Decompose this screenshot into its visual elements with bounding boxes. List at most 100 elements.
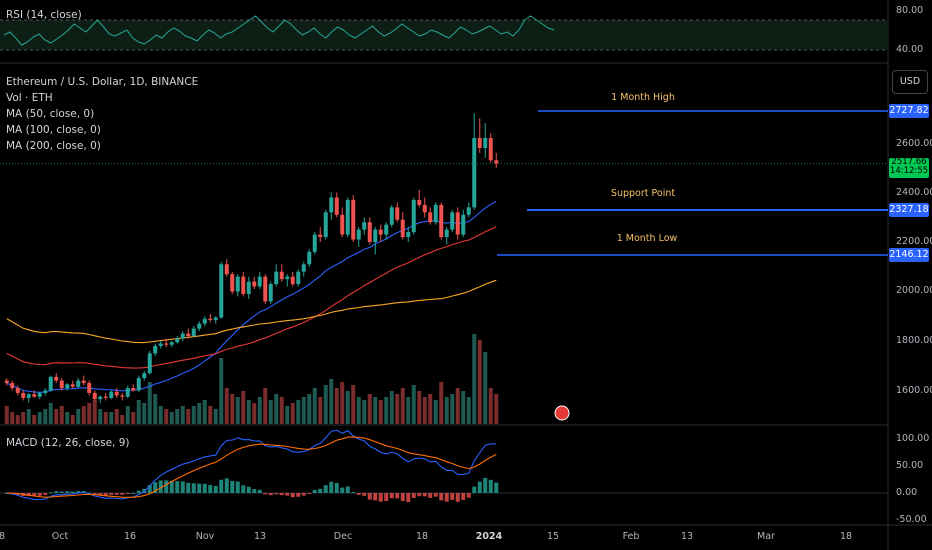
volume-bar (202, 400, 207, 424)
candle-body (109, 391, 114, 398)
macd-histogram-bar (219, 479, 224, 493)
candle-body (384, 224, 389, 235)
currency-button[interactable]: USD (892, 70, 928, 94)
macd-histogram-bar (26, 493, 31, 497)
macd-histogram-bar (472, 486, 477, 493)
candle-body (186, 333, 191, 337)
volume-bar (301, 397, 306, 424)
price-tick-2000: 2000.00 (896, 285, 932, 296)
macd-histogram-bar (175, 481, 180, 493)
candle-body (307, 251, 312, 265)
rsi-band (0, 20, 888, 50)
candle-body (246, 281, 251, 294)
macd-histogram-bar (230, 480, 235, 493)
macd-histogram-bar (433, 493, 438, 497)
macd-histogram-bar (389, 493, 394, 499)
candle-body (213, 317, 218, 320)
candle-body (98, 396, 103, 400)
candle-body (340, 214, 345, 235)
candle-body (422, 204, 427, 213)
candle-body (279, 271, 284, 280)
macd-histogram-bar (164, 480, 169, 493)
candle-body (54, 376, 59, 381)
volume-bar (334, 388, 339, 424)
price-tick-2200: 2200.00 (896, 236, 932, 247)
symbol-title[interactable]: Ethereum / U.S. Dollar, 1D, BINANCE (6, 76, 199, 88)
macd-histogram-bar (87, 492, 92, 494)
event-badge-icon (554, 405, 570, 421)
volume-bar (362, 400, 367, 424)
support-price-tag: 2327.18 (889, 203, 929, 217)
rsi-tick-80: 80.00 (896, 5, 924, 16)
volume-bar (76, 409, 81, 424)
volume-bar (87, 403, 92, 424)
candle-body (274, 271, 279, 285)
macd-histogram-bar (450, 493, 455, 500)
price-tick-2600: 2600.00 (896, 138, 932, 149)
volume-bar (191, 406, 196, 424)
volume-bar (395, 394, 400, 424)
volume-bar (455, 388, 460, 424)
ma200-legend[interactable]: MA (200, close, 0) (6, 140, 101, 152)
macd-histogram-bar (455, 493, 460, 502)
candle-body (367, 222, 372, 242)
volume-bar (92, 400, 97, 424)
volume-bar (483, 352, 488, 424)
volume-bar (411, 385, 416, 424)
candle-body (466, 207, 471, 215)
macd-histogram-bar (186, 482, 191, 493)
macd-histogram-bar (334, 483, 339, 493)
macd-histogram-bar (114, 493, 119, 495)
macd-tick-100: 100.00 (896, 433, 930, 444)
candle-body (444, 229, 449, 238)
macd-histogram-bar (494, 482, 499, 493)
candle-body (323, 212, 328, 238)
candle-body (252, 281, 257, 287)
macd-histogram-bar (466, 493, 471, 498)
macd-histogram-bar (180, 481, 185, 493)
x-tick-18: 18 (415, 531, 429, 542)
ma100-line (6, 226, 497, 369)
volume-bar (164, 409, 169, 424)
candle-body (26, 394, 31, 398)
volume-bar (43, 409, 48, 424)
volume-bar (461, 391, 466, 424)
volume-bar (147, 382, 152, 424)
macd-histogram-bar (54, 491, 59, 493)
volume-bar (70, 415, 75, 424)
volume-bar (246, 400, 251, 424)
macd-histogram-bar (59, 491, 64, 493)
volume-bar (208, 406, 213, 424)
candle-body (147, 353, 152, 374)
ma100-legend[interactable]: MA (100, close, 0) (6, 124, 101, 136)
volume-bar (494, 394, 499, 424)
macd-histogram-bar (252, 489, 257, 493)
volume-bar (197, 403, 202, 424)
candle-body (219, 264, 224, 318)
macd-histogram-bar (279, 493, 284, 496)
macd-histogram-bar (312, 490, 317, 493)
volume-bar (422, 397, 427, 424)
candle-body (15, 388, 20, 393)
candle-body (197, 323, 202, 329)
current-price: 2517.66 (891, 157, 927, 167)
candle-body (37, 392, 42, 397)
macd-line (6, 429, 497, 501)
macd-histogram-bar (296, 493, 301, 497)
macd-histogram-bar (307, 493, 312, 494)
volume-bar (241, 391, 246, 424)
volume-bar (384, 397, 389, 424)
candle-body (202, 318, 207, 324)
candle-body (378, 229, 383, 235)
candle-body (494, 160, 499, 164)
volume-bar (417, 391, 422, 424)
macd-histogram-bar (483, 477, 488, 493)
macd-histogram-bar (340, 487, 345, 493)
candle-body (10, 383, 15, 389)
ma50-legend[interactable]: MA (50, close, 0) (6, 108, 95, 120)
candle-body (92, 392, 97, 400)
volume-bar (450, 394, 455, 424)
volume-legend[interactable]: Vol · ETH (6, 92, 53, 104)
macd-histogram-bar (378, 493, 383, 502)
